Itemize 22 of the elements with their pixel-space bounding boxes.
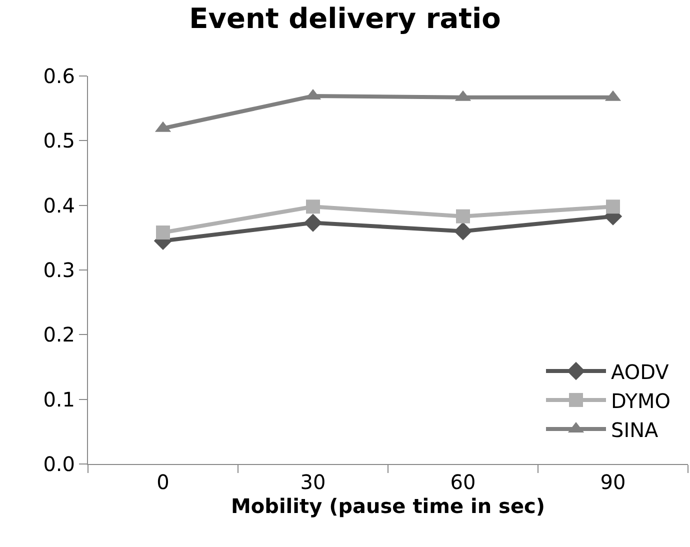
point	[606, 200, 620, 214]
y-tick-label: 0.3	[43, 258, 75, 282]
y-tick-label: 0.0	[43, 452, 75, 476]
x-tick-label: 60	[450, 470, 476, 494]
y-tick-label: 0.4	[43, 193, 75, 218]
y-tick-label: 0.6	[43, 64, 75, 88]
point	[156, 225, 170, 240]
x-tick-label: 30	[300, 470, 326, 494]
legend-label: SINA	[611, 418, 659, 442]
legend-label: DYMO	[611, 388, 671, 413]
x-axis-title: Mobility (pause time in sec)	[230, 494, 546, 518]
x-tick-label: 0	[156, 470, 170, 494]
point	[454, 222, 472, 240]
legend-label: AODV	[611, 360, 670, 384]
point	[456, 209, 470, 224]
y-tick-label: 0.2	[43, 322, 75, 347]
x-tick-label: 90	[600, 470, 626, 494]
y-tick-label: 0.1	[43, 387, 75, 412]
point	[304, 214, 322, 232]
y-tick-label: 0.5	[43, 128, 75, 153]
point	[306, 200, 320, 214]
chart-title: Event delivery ratio	[189, 2, 501, 35]
